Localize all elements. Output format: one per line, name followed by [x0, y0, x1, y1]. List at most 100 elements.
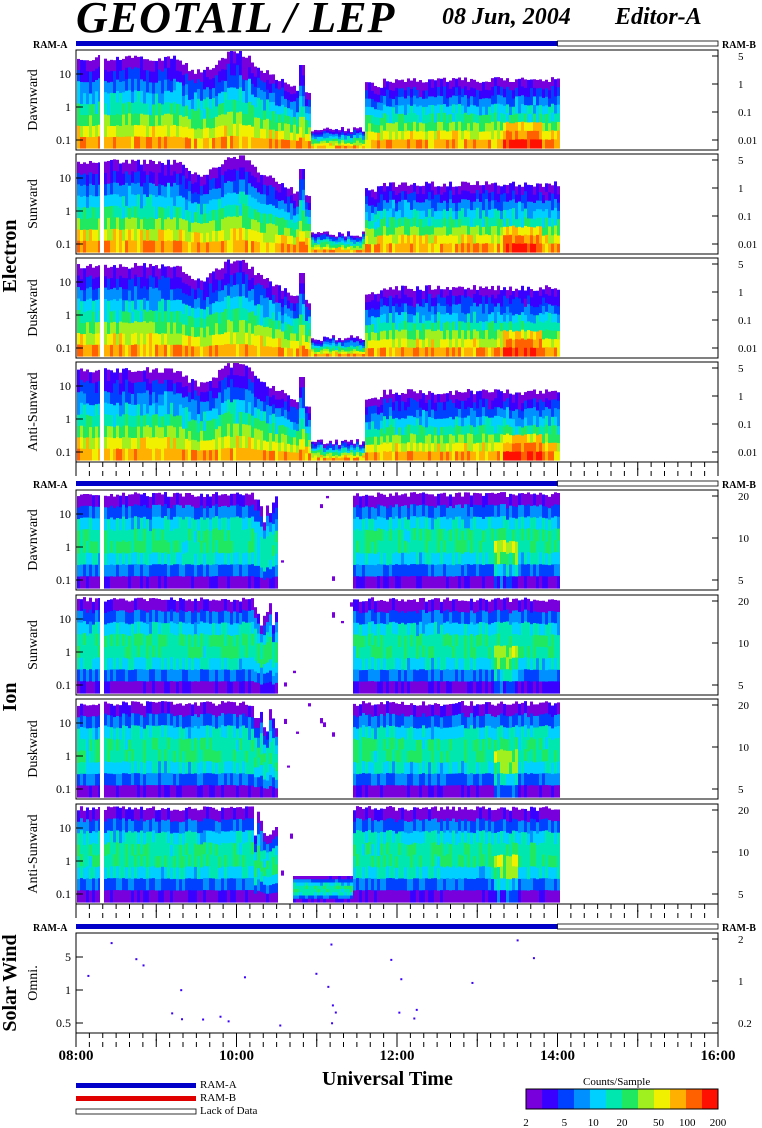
data-cell [125, 368, 128, 381]
data-cell [89, 416, 92, 428]
data-cell [374, 444, 377, 453]
data-cell [146, 240, 149, 253]
data-cell [380, 117, 383, 127]
data-cell [317, 247, 320, 251]
data-cell [287, 340, 290, 349]
data-cell [89, 372, 92, 384]
data-cell [530, 314, 533, 324]
data-cell [386, 394, 389, 404]
data-cell [476, 123, 479, 133]
data-cell [242, 319, 245, 333]
data-cell [182, 272, 185, 284]
data-cell [425, 427, 428, 437]
ram-b-label: RAM-B [722, 40, 756, 51]
data-cell [107, 137, 110, 149]
data-cell [173, 449, 176, 461]
data-cell [311, 340, 314, 344]
data-cell [131, 371, 134, 384]
data-cell [173, 78, 176, 91]
data-cell [380, 339, 383, 349]
data-cell [551, 305, 554, 315]
data-cell [182, 345, 185, 357]
data-cell [161, 174, 164, 186]
data-cell [260, 80, 263, 91]
data-cell [260, 223, 263, 234]
data-cell [149, 82, 152, 94]
data-cell [332, 243, 335, 247]
data-cell [380, 452, 383, 461]
data-cell [278, 243, 281, 253]
data-cell [317, 145, 320, 149]
data-cell [533, 113, 536, 123]
data-cell [236, 240, 239, 253]
data-cell [203, 290, 206, 301]
data-cell [98, 184, 101, 197]
data-cell [77, 136, 80, 149]
data-cell [146, 174, 149, 187]
data-cell [257, 77, 260, 89]
data-cell [518, 96, 521, 106]
data-cell [128, 90, 131, 103]
data-cell [488, 192, 491, 202]
data-cell [449, 451, 452, 461]
data-cell [266, 297, 269, 308]
data-cell [467, 243, 470, 253]
data-cell [266, 195, 269, 206]
data-cell [551, 210, 554, 220]
ram-bar-0: RAM-A RAM-B [33, 40, 756, 51]
data-cell [473, 311, 476, 322]
data-cell [299, 65, 302, 76]
data-cell [284, 82, 287, 92]
data-cell [113, 93, 116, 105]
data-cell [149, 394, 152, 406]
data-cell [326, 236, 329, 240]
data-cell [251, 448, 254, 461]
data-cell [197, 232, 200, 243]
y-tick-label-right: 1 [738, 79, 744, 91]
data-cell [170, 402, 173, 415]
data-cell [317, 447, 320, 451]
data-cell [452, 113, 455, 123]
data-cell [185, 304, 188, 316]
data-cell [440, 297, 443, 307]
data-cell [179, 344, 182, 357]
data-cell [128, 207, 131, 220]
data-cell [125, 333, 128, 346]
data-cell [95, 57, 98, 70]
data-cell [488, 330, 491, 340]
y-tick-label-right: 0.1 [738, 315, 752, 327]
data-cell [197, 118, 200, 129]
data-cell [146, 229, 149, 242]
data-cell [449, 80, 452, 90]
data-cell [266, 223, 269, 234]
data-cell [260, 401, 263, 412]
data-cell [254, 107, 257, 119]
data-cell [299, 314, 302, 326]
data-cell [212, 271, 215, 283]
data-cell [179, 195, 182, 208]
data-cell [215, 449, 218, 461]
data-cell [239, 364, 242, 377]
data-cell [293, 452, 296, 461]
data-cell [329, 445, 332, 449]
data-cell [422, 347, 425, 357]
data-cell [251, 300, 254, 312]
data-cell [368, 221, 371, 230]
data-cell [107, 126, 110, 138]
data-cell [374, 116, 377, 126]
data-cell [500, 290, 503, 299]
data-cell [530, 235, 533, 245]
data-cell [404, 208, 407, 218]
data-cell [533, 219, 536, 229]
data-cell [512, 243, 515, 253]
data-cell [401, 217, 404, 227]
data-cell [332, 450, 335, 453]
data-cell [443, 226, 446, 236]
data-cell [209, 283, 212, 295]
data-cell [482, 131, 485, 141]
data-cell [374, 229, 377, 238]
data-cell [104, 437, 107, 450]
data-cell [269, 433, 272, 443]
data-cell [287, 348, 290, 357]
data-cell [425, 123, 428, 133]
